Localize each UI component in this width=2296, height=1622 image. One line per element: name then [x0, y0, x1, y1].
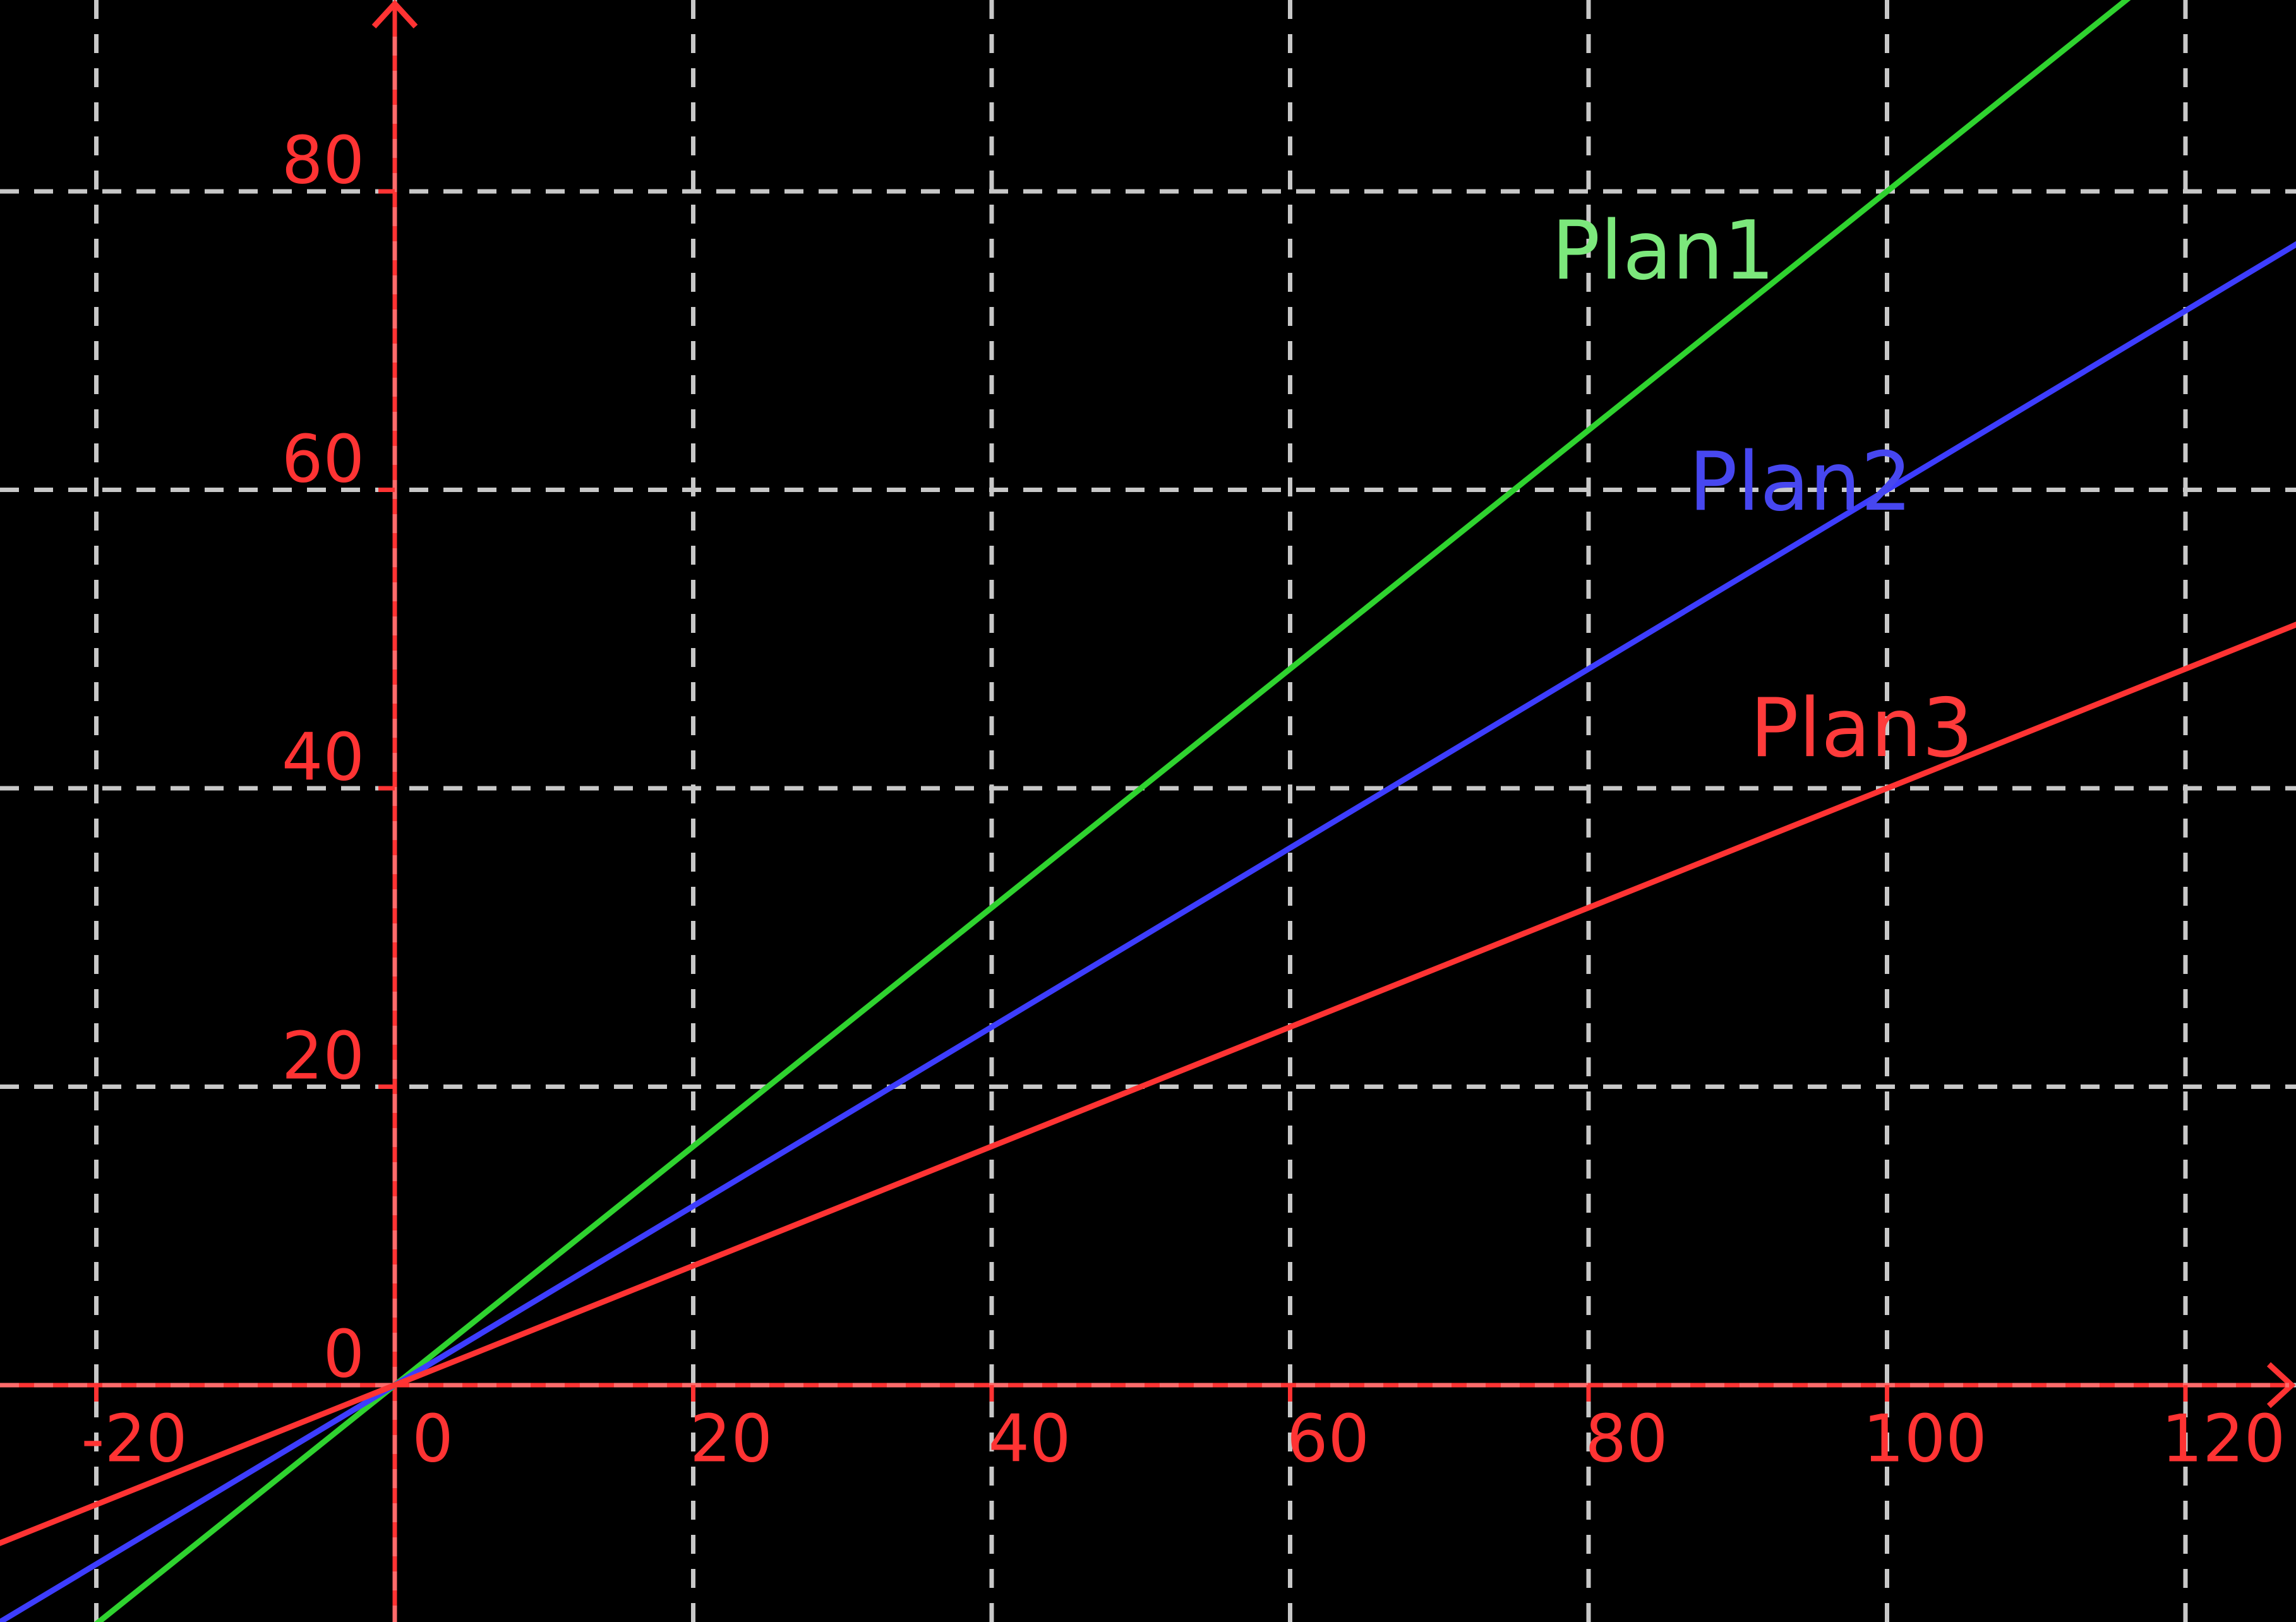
zero-gridline-overlay-group [0, 37, 2289, 1622]
x-axis-arrowhead-icon [2266, 1362, 2296, 1409]
series-line-plan2 [0, 241, 2296, 1622]
tick-marks-group [94, 189, 2188, 1402]
y-axis-arrowhead-icon [371, 0, 418, 29]
series-line-plan3 [0, 622, 2296, 1546]
